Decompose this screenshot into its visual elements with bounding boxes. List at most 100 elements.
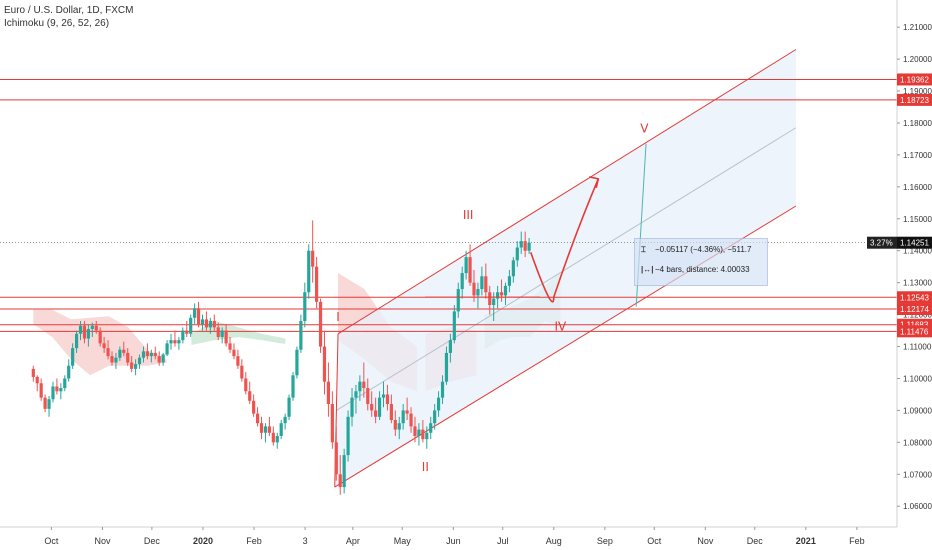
candle-body — [468, 257, 472, 283]
candle-body — [244, 378, 248, 392]
candle-body — [362, 381, 366, 389]
time-tick-label: 2021 — [796, 536, 816, 546]
candle-body — [334, 442, 338, 475]
candle-body — [503, 285, 508, 296]
candle-body — [488, 292, 492, 306]
candle-body — [330, 404, 334, 443]
candle-body — [322, 346, 327, 382]
candle-body — [393, 420, 397, 430]
candle-body — [59, 388, 63, 392]
time-tick-label: Dec — [144, 536, 161, 546]
price-tick-label: 1.15000 — [903, 215, 932, 224]
price-tick-label: 1.20000 — [903, 55, 932, 64]
candle-body — [401, 410, 405, 424]
wave-label: II — [422, 460, 429, 474]
price-tick-label: 1.06000 — [903, 502, 932, 511]
symbol-title[interactable]: Euro / U.S. Dollar, 1D, FXCM — [4, 5, 134, 16]
candle-body — [511, 260, 515, 277]
price-axis-bg — [897, 0, 932, 550]
candle-body — [31, 368, 35, 377]
level-tag — [897, 73, 932, 86]
candle-body — [216, 327, 220, 337]
measure-price-text: −0.05117 (−4.36%), −511.7 — [655, 245, 752, 254]
candle-body — [366, 388, 370, 405]
measure-tooltip: ⌶ −0.05117 (−4.36%), −511.7 |↔| −4 bars, d… — [634, 238, 768, 286]
candle-body — [35, 376, 39, 384]
candle-body — [212, 320, 216, 328]
price-tick-label: 1.08000 — [903, 438, 932, 447]
candle-body — [405, 410, 409, 414]
candle-body — [145, 351, 150, 357]
candle-body — [98, 330, 102, 344]
candle-body — [275, 435, 279, 443]
candle-body — [496, 292, 500, 299]
candle-body — [86, 328, 90, 339]
candle-body — [43, 397, 47, 409]
time-tick-label: Apr — [346, 536, 360, 546]
candle-body — [94, 325, 98, 331]
candle-body — [307, 250, 311, 293]
candle-body — [196, 308, 201, 325]
price-range-icon: ⌶ — [641, 245, 646, 254]
time-tick-label: Jul — [497, 536, 509, 546]
candle-body — [291, 375, 295, 398]
candle-body — [287, 397, 291, 417]
candle-body — [476, 289, 480, 296]
price-tick-label: 1.10000 — [903, 374, 932, 383]
candle-body — [492, 298, 496, 306]
candle-body — [55, 386, 59, 392]
candle-body — [377, 397, 382, 417]
time-tick-label: 3 — [303, 536, 308, 546]
chart-legend: Euro / U.S. Dollar, 1D, FXCM Ichimoku (9… — [4, 4, 133, 30]
candle-body — [181, 330, 185, 341]
candle-body — [47, 399, 51, 409]
candle-body — [303, 292, 307, 321]
candle-body — [149, 352, 153, 357]
candle-body — [440, 381, 445, 398]
time-axis-bg — [0, 527, 932, 550]
candle-body — [90, 325, 94, 329]
candle-body — [267, 426, 271, 433]
channel-upper-line — [337, 49, 797, 335]
channel-mid-line — [336, 127, 797, 411]
candle-body — [295, 349, 299, 376]
level-tag — [897, 303, 932, 316]
change-tag-label: 3.27% — [870, 239, 893, 248]
indicator-title[interactable]: Ichimoku (9, 26, 52, 26) — [4, 18, 110, 29]
candle-body — [193, 308, 197, 318]
level-tag — [897, 291, 932, 304]
level-tag-label: 1.18723 — [900, 96, 929, 105]
level-tag — [897, 93, 932, 106]
current-price-tag — [897, 236, 932, 249]
candle-body — [185, 330, 189, 334]
candle-body — [472, 282, 476, 296]
candle-body — [259, 423, 264, 433]
candle-body — [338, 474, 342, 488]
wave-label: V — [640, 122, 649, 136]
candle-body — [523, 241, 527, 251]
candle-body — [177, 340, 181, 344]
candle-body — [436, 397, 441, 411]
candle-body — [315, 266, 319, 302]
price-tick-label: 1.17000 — [903, 151, 932, 160]
candle-body — [200, 319, 205, 325]
level-tag-label: 1.12174 — [900, 305, 929, 314]
level-tag-label: 1.11683 — [900, 321, 929, 330]
candle-body — [224, 330, 228, 344]
candle-body — [279, 423, 283, 436]
candle-body — [507, 276, 512, 286]
candle-body — [342, 455, 346, 488]
wave-label: I — [336, 310, 340, 324]
candle-body — [137, 357, 142, 365]
candle-body — [283, 416, 287, 424]
candle-body — [236, 356, 240, 366]
time-tick-label: May — [394, 536, 412, 546]
candle-body — [460, 273, 464, 290]
candlesticks — [31, 220, 531, 495]
candle-body — [232, 349, 236, 357]
time-tick-label: Feb — [246, 536, 262, 546]
candle-body — [134, 364, 138, 369]
candle-body — [389, 404, 393, 421]
candle-body — [63, 378, 67, 389]
